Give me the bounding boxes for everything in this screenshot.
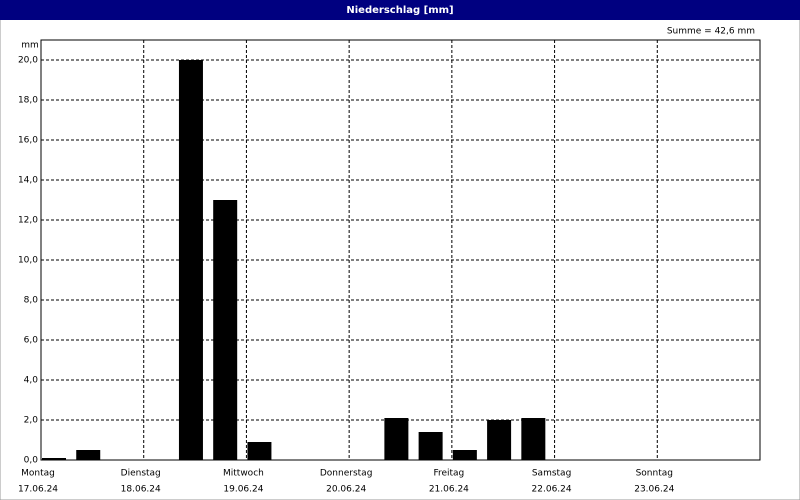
title-bar bbox=[0, 0, 800, 20]
y-tick-label: 8,0 bbox=[24, 296, 39, 306]
x-day-label: Donnerstag bbox=[320, 469, 373, 479]
y-tick-label: 6,0 bbox=[24, 336, 39, 346]
y-tick-label: 2,0 bbox=[24, 416, 39, 426]
x-day-label: Freitag bbox=[433, 469, 464, 479]
x-day-label: Samstag bbox=[532, 469, 571, 479]
chart-title: Niederschlag [mm] bbox=[346, 5, 453, 16]
x-day-label: Mittwoch bbox=[223, 469, 264, 479]
x-date-label: 21.06.24 bbox=[429, 485, 469, 495]
y-tick-label: 18,0 bbox=[18, 96, 38, 106]
bar bbox=[487, 420, 512, 460]
y-tick-label: 14,0 bbox=[18, 176, 38, 186]
x-date-label: 20.06.24 bbox=[326, 485, 366, 495]
plot-frame bbox=[40, 39, 761, 461]
x-date-label: 17.06.24 bbox=[18, 485, 58, 495]
bar bbox=[247, 442, 272, 460]
bar bbox=[418, 432, 443, 460]
y-tick-label: 0,0 bbox=[24, 456, 39, 466]
x-date-label: 19.06.24 bbox=[223, 485, 263, 495]
sum-annotation: Summe = 42,6 mm bbox=[667, 27, 755, 37]
y-tick-label: 10,0 bbox=[18, 256, 38, 266]
x-day-label: Sonntag bbox=[636, 469, 673, 479]
x-day-label: Dienstag bbox=[121, 469, 161, 479]
bar bbox=[42, 458, 66, 460]
bar bbox=[213, 200, 238, 460]
bar bbox=[384, 418, 409, 460]
y-tick-label: 20,0 bbox=[18, 56, 38, 66]
bar bbox=[521, 418, 546, 460]
x-date-label: 18.06.24 bbox=[121, 485, 161, 495]
bar bbox=[452, 450, 477, 460]
x-day-label: Montag bbox=[21, 469, 55, 479]
bar bbox=[76, 450, 101, 460]
y-tick-label: 12,0 bbox=[18, 216, 38, 226]
y-tick-label: 16,0 bbox=[18, 136, 38, 146]
x-date-label: 22.06.24 bbox=[532, 485, 572, 495]
y-tick-label: 4,0 bbox=[24, 376, 39, 386]
bar bbox=[178, 60, 203, 460]
y-unit: mm bbox=[21, 41, 39, 51]
x-date-label: 23.06.24 bbox=[634, 485, 674, 495]
